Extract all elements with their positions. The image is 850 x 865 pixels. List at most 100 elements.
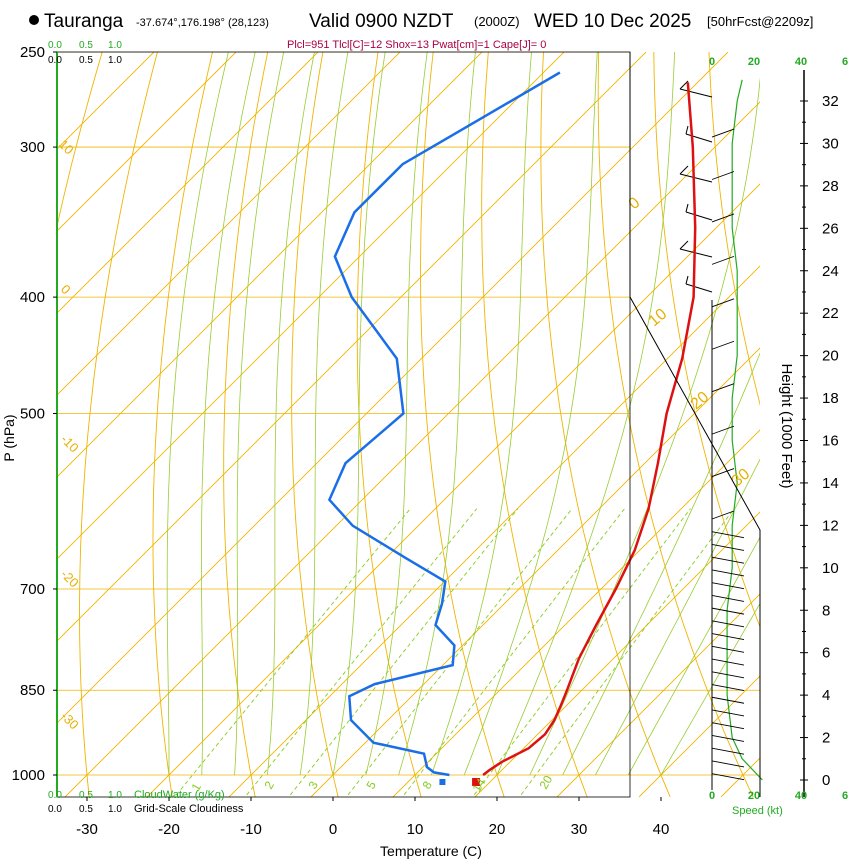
isotherm-line [57, 52, 483, 478]
cloud-scale-top-green: 0.5 [79, 40, 93, 51]
wind-barb [711, 696, 745, 704]
moist-adiabat-line [627, 536, 760, 776]
isotherm-line [57, 52, 319, 314]
mixing-ratio-label: 2 [261, 778, 277, 791]
wind-barb [711, 468, 735, 477]
dry-adiabat-line [223, 52, 269, 797]
cloud-scale-bottom-black: 0.5 [79, 804, 93, 815]
height-tick-label: 22 [822, 305, 839, 322]
wind-barb [711, 510, 735, 520]
isotherm-label: -30 [58, 709, 82, 733]
temp-tick-label: -10 [240, 821, 262, 838]
pressure-tick-label: 400 [20, 289, 45, 306]
mixing-ratio-line [345, 508, 573, 797]
temp-tick-label: 0 [329, 821, 337, 838]
speed-scale-top-label: 6 [842, 56, 848, 68]
x-axis-title: Temperature (C) [380, 843, 482, 859]
height-tick-label: 18 [822, 390, 839, 407]
mixing-ratio-label: 14 [469, 776, 488, 795]
cloudwater-label: CloudWater (g/Kg) [134, 789, 225, 801]
dry-adiabat-label: 10 [646, 306, 671, 331]
cloud-scale-bottom-green: 1.0 [108, 790, 122, 801]
moist-adiabat-line [365, 52, 428, 776]
dry-adiabat-line [540, 52, 671, 797]
wind-barb-upper [679, 88, 713, 98]
header-params: Plcl=951 Tlcl[C]=12 Shox=13 Pwat[cm]=1 C… [287, 39, 546, 51]
isotherm-label: -20 [58, 567, 82, 591]
height-tick-label: 24 [822, 263, 839, 280]
wind-barb-upper [679, 248, 713, 258]
wind-barb [711, 773, 745, 781]
isotherm-line [57, 52, 647, 642]
moist-adiabat-line [496, 52, 676, 776]
height-tick-label: 8 [822, 602, 830, 619]
mixing-ratio-line [401, 508, 625, 797]
wind-barb [711, 383, 735, 393]
cloud-scale-top-black: 1.0 [108, 55, 122, 66]
wind-barb [711, 709, 745, 717]
height-tick-label: 12 [822, 517, 839, 534]
moist-adiabat-line [234, 52, 285, 776]
cloud-scale-top-black: 0.0 [48, 55, 62, 66]
wind-barb [711, 213, 735, 223]
pressure-tick-label: 300 [20, 139, 45, 156]
wind-barb-flag [685, 203, 689, 213]
location-dot-icon [29, 15, 39, 25]
wind-barb [711, 620, 745, 628]
wind-barb-upper [685, 133, 713, 143]
dry-adiabat-line [653, 52, 760, 629]
header-valid: Valid 0900 NZDT [309, 11, 454, 32]
temp-tick-label: 40 [653, 821, 670, 838]
dewpoint-profile-line [327, 71, 561, 777]
wind-barb [711, 531, 745, 539]
grid-layer [57, 52, 760, 797]
wind-barb-upper [679, 173, 713, 183]
height-tick-label: 4 [822, 687, 830, 704]
mixing-ratio-label: 5 [363, 778, 379, 791]
moist-adiabat-line [562, 352, 760, 776]
wind-barb [711, 425, 735, 435]
dry-adiabat-line [79, 52, 158, 797]
height-tick-label: 28 [822, 178, 839, 195]
wind-barb-flag [679, 80, 689, 90]
speed-axis-title: Speed (kt) [732, 805, 783, 817]
isotherm-label: -10 [58, 432, 82, 456]
height-tick-label: 6 [822, 645, 830, 662]
isotherm-line [57, 52, 401, 396]
wind-barb [711, 255, 735, 265]
wind-barb [711, 594, 745, 602]
moist-adiabat-line [660, 602, 760, 776]
isotherm-line [57, 52, 237, 232]
wind-barb-flag [679, 165, 689, 175]
header-forecast: [50hrFcst@2209z] [707, 14, 813, 29]
moist-adiabat-line [299, 52, 349, 776]
cloud-scale-top-black: 0.5 [79, 55, 93, 66]
wind-barb [711, 544, 745, 551]
pressure-tick-label: 500 [20, 406, 45, 423]
wind-barb-upper [685, 283, 713, 293]
mixing-ratio-line [174, 508, 411, 797]
wind-panel [679, 79, 763, 790]
mixing-ratio-line [288, 508, 519, 797]
height-tick-label: 26 [822, 220, 839, 237]
dry-adiabat-line [420, 52, 505, 797]
pressure-tick-label: 1000 [12, 767, 45, 784]
isotherm-line [57, 52, 565, 560]
pressure-tick-label: 850 [20, 682, 45, 699]
wind-barb [711, 298, 735, 308]
isotherm-line [228, 265, 760, 797]
dry-adiabat-line [291, 52, 339, 797]
speed-scale-bottom-label: 6 [842, 790, 848, 802]
isotherm-line [146, 183, 760, 797]
cloud-scale-bottom-green: 0.5 [79, 790, 93, 801]
wind-barb [711, 633, 745, 641]
temperature-profile-line [482, 82, 697, 776]
speed-scale-top-label: 40 [795, 56, 807, 68]
wind-barb [711, 607, 745, 615]
speed-scale-bottom-label: 0 [709, 790, 715, 802]
wind-barb [711, 722, 745, 730]
wind-barb [711, 747, 745, 755]
